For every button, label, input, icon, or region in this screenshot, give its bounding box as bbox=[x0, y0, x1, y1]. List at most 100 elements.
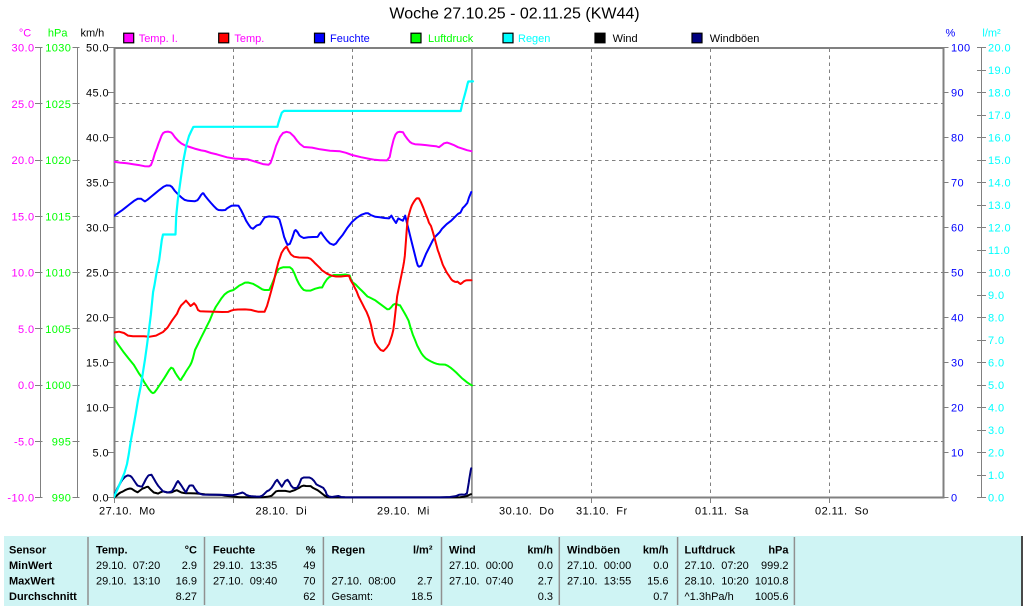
svg-text:10: 10 bbox=[951, 448, 964, 460]
svg-text:MaxWert: MaxWert bbox=[9, 576, 55, 588]
svg-text:%: % bbox=[306, 545, 316, 557]
svg-text:l/m²: l/m² bbox=[982, 28, 1001, 40]
svg-text:2.0: 2.0 bbox=[988, 448, 1005, 460]
svg-text:02.11. So: 02.11. So bbox=[815, 506, 869, 518]
svg-text:20.0: 20.0 bbox=[86, 313, 109, 325]
svg-text:5.0: 5.0 bbox=[18, 324, 35, 336]
svg-text:1005: 1005 bbox=[45, 324, 71, 336]
svg-text:11.0: 11.0 bbox=[988, 245, 1010, 257]
svg-text:0: 0 bbox=[951, 493, 958, 505]
svg-text:16.0: 16.0 bbox=[988, 133, 1011, 145]
svg-text:29.10. 07:20: 29.10. 07:20 bbox=[96, 560, 160, 572]
svg-text:20.0: 20.0 bbox=[11, 155, 34, 167]
svg-text:Feuchte: Feuchte bbox=[213, 545, 255, 557]
svg-text:28.10. 10:20: 28.10. 10:20 bbox=[685, 576, 749, 588]
svg-text:62: 62 bbox=[303, 591, 315, 603]
svg-text:0.7: 0.7 bbox=[653, 591, 668, 603]
svg-text:999.2: 999.2 bbox=[761, 560, 789, 572]
svg-text:49: 49 bbox=[303, 560, 315, 572]
svg-text:990: 990 bbox=[52, 493, 72, 505]
svg-text:27.10. 08:00: 27.10. 08:00 bbox=[332, 576, 396, 588]
svg-text:17.0: 17.0 bbox=[988, 110, 1011, 122]
svg-text:hPa: hPa bbox=[768, 545, 789, 557]
svg-text:27.10. 00:00: 27.10. 00:00 bbox=[567, 560, 631, 572]
svg-text:10.0: 10.0 bbox=[11, 268, 34, 280]
svg-text:km/h: km/h bbox=[80, 28, 104, 40]
svg-text:15.0: 15.0 bbox=[86, 358, 109, 370]
svg-text:Luftdruck: Luftdruck bbox=[428, 33, 474, 45]
svg-text:4.0: 4.0 bbox=[988, 403, 1005, 415]
svg-text:25.0: 25.0 bbox=[11, 99, 34, 111]
svg-text:0.0: 0.0 bbox=[538, 560, 553, 572]
svg-text:20.0: 20.0 bbox=[988, 43, 1011, 55]
svg-text:Temp.: Temp. bbox=[234, 33, 264, 45]
svg-text:0.0: 0.0 bbox=[18, 380, 35, 392]
svg-text:°C: °C bbox=[19, 28, 31, 40]
svg-text:0.0: 0.0 bbox=[93, 493, 110, 505]
svg-text:1010.8: 1010.8 bbox=[755, 576, 789, 588]
svg-text:14.0: 14.0 bbox=[988, 178, 1011, 190]
svg-text:0.0: 0.0 bbox=[988, 493, 1005, 505]
svg-text:1010: 1010 bbox=[45, 268, 71, 280]
svg-text:Feuchte: Feuchte bbox=[330, 33, 370, 45]
svg-text:Windböen: Windböen bbox=[567, 545, 620, 557]
svg-text:30.10. Do: 30.10. Do bbox=[499, 506, 554, 518]
svg-text:19.0: 19.0 bbox=[988, 65, 1011, 77]
svg-text:^1.3hPa/h: ^1.3hPa/h bbox=[685, 591, 734, 603]
svg-text:1030: 1030 bbox=[45, 43, 71, 55]
svg-text:hPa: hPa bbox=[48, 28, 68, 40]
svg-text:40.0: 40.0 bbox=[86, 133, 109, 145]
svg-text:Temp.: Temp. bbox=[96, 545, 128, 557]
svg-text:Durchschnitt: Durchschnitt bbox=[9, 591, 77, 603]
svg-text:29.10. 13:10: 29.10. 13:10 bbox=[96, 576, 160, 588]
svg-text:25.0: 25.0 bbox=[86, 268, 109, 280]
svg-text:1020: 1020 bbox=[45, 155, 71, 167]
svg-text:01.11. Sa: 01.11. Sa bbox=[695, 506, 749, 518]
svg-text:1005.6: 1005.6 bbox=[755, 591, 789, 603]
svg-text:70: 70 bbox=[303, 576, 315, 588]
svg-text:45.0: 45.0 bbox=[86, 88, 109, 100]
svg-text:27.10. 07:40: 27.10. 07:40 bbox=[449, 576, 513, 588]
svg-text:995: 995 bbox=[52, 436, 72, 448]
svg-text:35.0: 35.0 bbox=[86, 178, 109, 190]
svg-text:Sensor: Sensor bbox=[9, 545, 47, 557]
svg-text:31.10. Fr: 31.10. Fr bbox=[576, 506, 628, 518]
svg-text:27.10. 07:20: 27.10. 07:20 bbox=[685, 560, 749, 572]
svg-text:10.0: 10.0 bbox=[86, 403, 109, 415]
svg-text:18.0: 18.0 bbox=[988, 88, 1011, 100]
svg-text:15.0: 15.0 bbox=[988, 155, 1011, 167]
svg-text:27.10. 00:00: 27.10. 00:00 bbox=[449, 560, 513, 572]
svg-text:0.3: 0.3 bbox=[538, 591, 553, 603]
svg-text:2.7: 2.7 bbox=[417, 576, 432, 588]
svg-text:-10.0: -10.0 bbox=[7, 493, 34, 505]
svg-text:27.10. 13:55: 27.10. 13:55 bbox=[567, 576, 631, 588]
svg-text:km/h: km/h bbox=[643, 545, 669, 557]
svg-text:30.0: 30.0 bbox=[86, 223, 109, 235]
svg-text:Wind: Wind bbox=[449, 545, 476, 557]
svg-text:27.10. Mo: 27.10. Mo bbox=[99, 506, 155, 518]
svg-text:30.0: 30.0 bbox=[11, 43, 34, 55]
svg-text:5.0: 5.0 bbox=[988, 380, 1005, 392]
svg-text:15.6: 15.6 bbox=[647, 576, 668, 588]
svg-text:50: 50 bbox=[951, 268, 964, 280]
svg-text:3.0: 3.0 bbox=[988, 425, 1005, 437]
svg-text:Luftdruck: Luftdruck bbox=[685, 545, 737, 557]
svg-text:1000: 1000 bbox=[45, 380, 71, 392]
svg-text:%: % bbox=[946, 28, 956, 40]
svg-text:7.0: 7.0 bbox=[988, 335, 1005, 347]
svg-text:1.0: 1.0 bbox=[988, 470, 1005, 482]
svg-text:8.27: 8.27 bbox=[176, 591, 197, 603]
svg-text:8.0: 8.0 bbox=[988, 313, 1005, 325]
svg-text:9.0: 9.0 bbox=[988, 290, 1005, 302]
svg-text:6.0: 6.0 bbox=[988, 358, 1005, 370]
svg-text:Gesamt:: Gesamt: bbox=[332, 591, 374, 603]
svg-text:27.10. 09:40: 27.10. 09:40 bbox=[213, 576, 277, 588]
svg-text:l/m²: l/m² bbox=[413, 545, 433, 557]
svg-text:2.7: 2.7 bbox=[538, 576, 553, 588]
svg-text:MinWert: MinWert bbox=[9, 560, 53, 572]
svg-text:100: 100 bbox=[951, 43, 971, 55]
svg-text:16.9: 16.9 bbox=[176, 576, 197, 588]
svg-text:km/h: km/h bbox=[527, 545, 553, 557]
svg-text:80: 80 bbox=[951, 133, 964, 145]
svg-text:2.9: 2.9 bbox=[182, 560, 197, 572]
